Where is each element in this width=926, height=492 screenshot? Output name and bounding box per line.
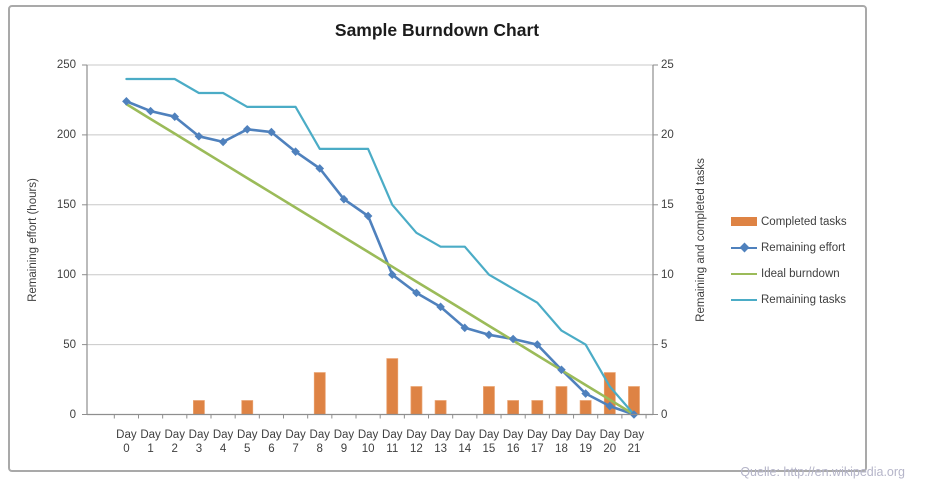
- right-axis-tick-label: 10: [661, 268, 674, 281]
- marker-remaining-effort: [557, 365, 566, 375]
- marker-remaining-effort: [218, 137, 228, 147]
- x-axis-label: Day 16: [502, 429, 524, 455]
- x-axis-label: Day 4: [212, 429, 234, 455]
- marker-remaining-effort: [170, 112, 180, 122]
- bar-completed-tasks: [507, 400, 519, 415]
- marker-remaining-effort: [363, 211, 373, 221]
- bar-completed-tasks: [313, 372, 326, 415]
- bar-completed-tasks: [193, 400, 205, 415]
- marker-remaining-effort: [291, 147, 300, 156]
- x-axis-label: Day 5: [237, 429, 258, 455]
- line-remaining-tasks: [125, 77, 636, 416]
- x-axis-label: Day 15: [478, 429, 500, 455]
- legend-label-remaining-tasks: Remaining tasks: [761, 293, 847, 306]
- marker-remaining-effort: [122, 97, 131, 106]
- chart-title: Sample Burndown Chart: [334, 20, 540, 40]
- marker-remaining-effort: [242, 125, 252, 134]
- marker-remaining-effort: [508, 334, 518, 344]
- x-axis-label: Day 1: [140, 429, 161, 455]
- legend-item-remaining-effort: Remaining effort: [731, 239, 906, 256]
- marker-remaining-effort: [460, 323, 470, 333]
- marker-remaining-effort: [436, 302, 445, 312]
- right-axis-tick-label: 25: [661, 59, 674, 71]
- x-axis-label: Day 12: [406, 429, 427, 455]
- x-axis-label: Day 19: [575, 429, 596, 455]
- x-axis-label: Day 10: [357, 429, 379, 455]
- marker-remaining-effort: [267, 127, 276, 137]
- right-axis-tick-label: 5: [661, 338, 668, 351]
- line-ideal-burndown: [125, 102, 636, 416]
- watermark-source-text: Quelle: http://en.wikipedia.org: [740, 465, 905, 479]
- marker-remaining-effort: [581, 389, 590, 398]
- bar-completed-tasks: [410, 386, 423, 415]
- bar-completed-tasks: [555, 386, 568, 415]
- x-axis-label: Day 18: [551, 429, 572, 455]
- marker-remaining-effort: [339, 194, 349, 204]
- x-axis-label: Day 8: [309, 429, 330, 455]
- x-axis-label: Day 17: [527, 429, 548, 455]
- bar-completed-tasks: [386, 358, 399, 415]
- right-axis-tick-label: 0: [661, 408, 668, 421]
- legend-line-diamond-swatch-icon: [731, 239, 757, 256]
- legend-item-ideal-burndown: Ideal burndown: [731, 265, 906, 282]
- x-axis-label: Day 14: [454, 429, 475, 455]
- left-axis-tick-label: 200: [56, 128, 76, 141]
- x-axis-label: Day 21: [623, 429, 645, 455]
- x-axis-label: Day 6: [261, 429, 282, 455]
- legend: Completed tasks Remaining effort Ideal b…: [731, 213, 906, 317]
- legend-line-swatch-icon: [731, 291, 757, 308]
- right-axis-tick-label: 20: [661, 128, 674, 141]
- left-axis-tick-label: 100: [56, 268, 76, 281]
- bar-completed-tasks: [483, 386, 495, 415]
- bar-completed-tasks: [531, 400, 544, 415]
- x-axis-label: Day 7: [285, 429, 306, 455]
- legend-item-remaining-tasks: Remaining tasks: [731, 291, 906, 308]
- right-axis-tick-label: 15: [661, 198, 674, 211]
- x-axis-label: Day 3: [188, 429, 210, 455]
- x-axis-label: Day 2: [164, 429, 185, 455]
- bar-completed-tasks: [434, 400, 447, 415]
- x-axis-label: Day 11: [382, 429, 403, 455]
- marker-remaining-effort: [412, 288, 421, 298]
- x-axis-label: Day 0: [116, 429, 137, 455]
- legend-bar-swatch-icon: [731, 213, 757, 230]
- marker-remaining-effort: [315, 164, 325, 173]
- bar-completed-tasks: [579, 400, 592, 415]
- legend-label-ideal-burndown: Ideal burndown: [761, 267, 840, 280]
- left-axis-tick-label: 0: [69, 408, 76, 421]
- legend-line-swatch-icon: [731, 265, 757, 282]
- left-axis-tick-label: 150: [56, 198, 76, 211]
- line-remaining-effort: [125, 100, 636, 416]
- marker-remaining-effort: [605, 401, 615, 411]
- chart-border: [8, 5, 867, 472]
- marker-remaining-effort: [532, 340, 542, 349]
- x-axis-label: Day 9: [333, 429, 355, 455]
- marker-remaining-effort: [387, 270, 397, 279]
- legend-label-remaining-effort: Remaining effort: [761, 241, 846, 254]
- bar-completed-tasks: [241, 400, 254, 415]
- legend-label-completed-tasks: Completed tasks: [761, 215, 847, 228]
- marker-remaining-effort: [194, 131, 204, 141]
- left-axis-tick-label: 50: [63, 338, 76, 351]
- x-axis-label: Day 13: [430, 429, 451, 455]
- x-axis-label: Day 20: [599, 429, 621, 455]
- legend-item-completed-tasks: Completed tasks: [731, 213, 906, 230]
- marker-remaining-effort: [484, 330, 494, 340]
- marker-remaining-effort: [146, 106, 155, 116]
- left-axis-tick-label: 250: [56, 59, 76, 71]
